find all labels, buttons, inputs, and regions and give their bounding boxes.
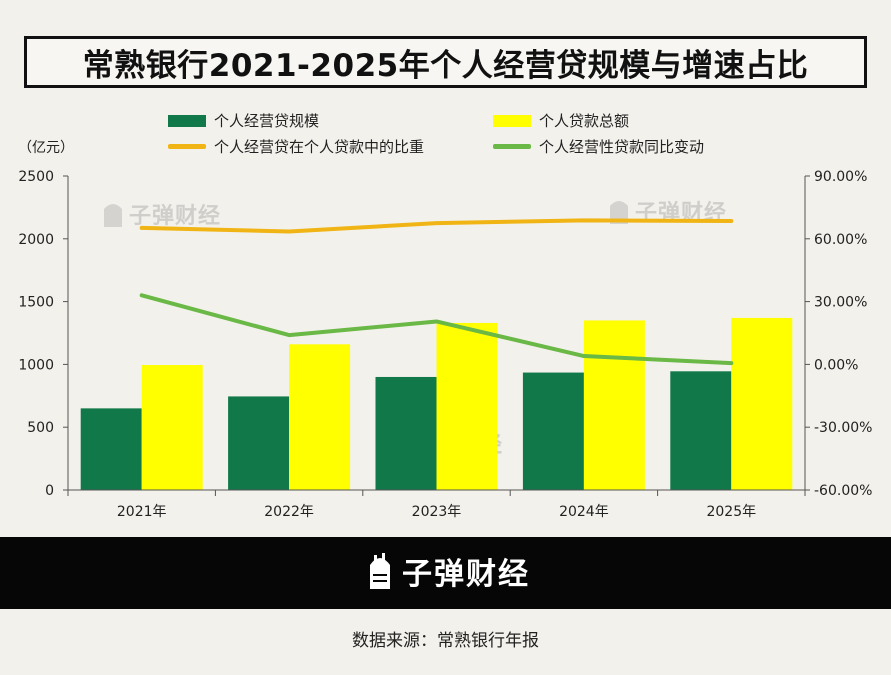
footer-banner	[0, 537, 891, 609]
line-point	[729, 361, 733, 365]
bar	[141, 365, 203, 490]
bullet-logo-icon	[370, 553, 390, 589]
legend-label: 个人经营贷在个人贷款中的比重	[214, 138, 425, 156]
bar	[375, 376, 437, 490]
legend-swatch-orange	[168, 144, 206, 149]
line-point	[435, 221, 438, 225]
banner-text: 子弹财经	[402, 557, 530, 592]
unit-label: （亿元）	[18, 140, 74, 156]
bar	[522, 372, 584, 490]
bar	[731, 317, 793, 490]
legend-item-personal-loan-total: 个人贷款总额	[493, 110, 629, 131]
left-tick-label: 2500	[18, 169, 54, 185]
right-tick-label: 60.00%	[814, 232, 867, 248]
banner-logo: 子弹财经	[362, 549, 530, 593]
bar	[670, 371, 732, 490]
bar	[228, 396, 290, 490]
line-point	[287, 229, 291, 233]
legend-label: 个人经营贷规模	[214, 112, 320, 130]
chart-title-box: 常熟银行2021-2025年个人经营贷规模与增速占比	[24, 36, 867, 88]
line-point	[140, 293, 144, 297]
line-point	[435, 319, 438, 323]
bullet-logo-icon	[104, 204, 122, 227]
line-point	[140, 226, 144, 230]
chart-title: 常熟银行2021-2025年个人经营贷规模与增速占比	[82, 47, 809, 84]
legend-item-share: 个人经营贷在个人贷款中的比重	[168, 136, 424, 157]
bar	[436, 322, 498, 490]
left-tick-label: 1000	[18, 357, 54, 373]
x-tick-label: 2021年	[117, 504, 167, 520]
legend-item-yoy: 个人经营性贷款同比变动	[493, 136, 704, 157]
line-point	[287, 333, 291, 337]
x-tick-label: 2025年	[706, 504, 756, 520]
legend-item-business-loan: 个人经营贷规模	[168, 110, 319, 131]
x-tick-label: 2023年	[412, 504, 462, 520]
x-tick-label: 2022年	[264, 504, 314, 520]
right-tick-label: 30.00%	[814, 295, 867, 311]
line-point	[729, 219, 733, 223]
line-point	[582, 354, 586, 358]
right-tick-label: 90.00%	[814, 169, 867, 185]
watermark: 子弹财经	[100, 198, 221, 230]
source-note: 数据来源：常熟银行年报	[352, 631, 539, 651]
left-tick-label: 1500	[18, 295, 54, 311]
bar	[289, 344, 351, 490]
left-tick-label: 500	[27, 420, 54, 436]
bar	[583, 320, 645, 490]
legend-label: 个人经营性贷款同比变动	[539, 138, 705, 156]
legend-swatch-yellow	[493, 114, 531, 127]
right-tick-label: -30.00%	[814, 420, 872, 436]
right-tick-label: -60.00%	[814, 483, 872, 499]
line-point	[582, 218, 586, 222]
legend-swatch-dark-green	[168, 114, 206, 127]
x-tick-label: 2024年	[559, 504, 609, 520]
bullet-logo-icon	[610, 201, 628, 224]
left-tick-label: 0	[45, 483, 54, 499]
bar	[80, 408, 142, 490]
combo-chart: 0 500 1000 1500 2000 2500 -60.00% -30.00% 0.00% 3…	[18, 169, 872, 520]
left-tick-label: 2000	[18, 232, 54, 248]
legend-swatch-light-green	[493, 144, 531, 149]
right-tick-label: 0.00%	[814, 357, 858, 373]
legend-label: 个人贷款总额	[539, 112, 630, 130]
